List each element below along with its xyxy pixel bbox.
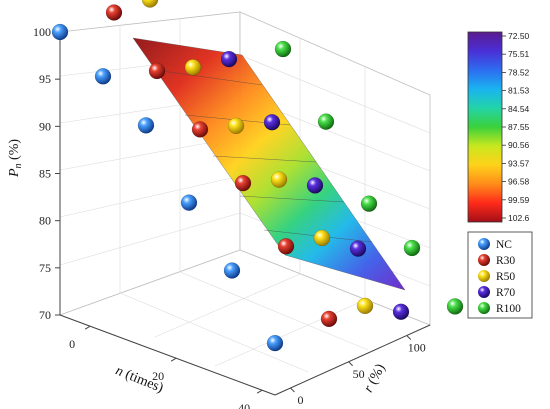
data-point-nc (137, 117, 155, 134)
fitted-surface (132, 37, 406, 291)
colorbar-tick-label: 84.54 (508, 104, 530, 114)
data-point-r100 (446, 298, 464, 315)
y-tick-label: 95 (39, 72, 51, 86)
data-point-nc (266, 334, 284, 352)
z-tick-label: 0 (298, 393, 304, 407)
data-point-r100 (360, 195, 378, 212)
data-point-r100 (274, 40, 292, 58)
legend-label-nc: NC (496, 239, 512, 251)
data-point-r50 (227, 117, 245, 135)
data-point-r30 (148, 62, 166, 80)
data-point-r100 (403, 239, 421, 257)
colorbar-tick-label: 93.57 (508, 158, 530, 168)
legend-label-r70: R70 (496, 287, 515, 299)
z-tick-label: 50 (353, 367, 365, 381)
colorbar-tick-label: 96.58 (508, 177, 530, 187)
legend-marker-r30 (478, 254, 490, 266)
data-point-r50 (141, 0, 159, 8)
data-point-nc (223, 262, 241, 279)
x-tick-label: 40 (238, 401, 250, 409)
y-tick-label: 100 (33, 25, 51, 39)
y-tick-label: 90 (39, 119, 51, 133)
data-point-r70 (306, 177, 324, 194)
x-tick-mark (170, 357, 177, 362)
data-point-nc (51, 23, 69, 41)
colorbar-tick-label: 81.53 (508, 86, 530, 96)
x-tick-label: 0 (69, 337, 75, 351)
colorbar-tick-label: 78.52 (508, 67, 530, 77)
legend-marker-nc (478, 238, 490, 250)
data-point-r30 (320, 310, 338, 328)
legend-marker-r70 (478, 286, 490, 298)
data-point-r70 (349, 240, 367, 257)
data-point-r50 (184, 59, 202, 76)
colorbar-ticks: 72.50 75.51 78.52 81.53 84.54 87.55 90.56 93.57… (502, 31, 530, 223)
data-point-r30 (105, 4, 123, 21)
colorbar-tick-label: 99.59 (508, 195, 530, 205)
z-axis-label: r (%) (361, 361, 388, 395)
z-tick-label: 100 (408, 341, 426, 355)
x-axis-line (59, 314, 276, 396)
legend-label-r30: R30 (496, 255, 515, 267)
z-axis-ticks: 0 50 100 (290, 335, 426, 407)
colorbar-tick-label: 87.55 (508, 122, 530, 132)
data-point-r50 (313, 229, 331, 247)
y-axis-ticks: 70 75 80 85 90 95 100 (33, 25, 60, 322)
data-point-r70 (220, 50, 238, 68)
colorbar-tick-label: 72.50 (508, 31, 530, 41)
data-point-r30 (234, 174, 252, 192)
z-tick-mark (406, 335, 412, 340)
legend-label-r50: R50 (496, 271, 515, 283)
colorbar-tick-label: 90.56 (508, 140, 530, 150)
data-markers (51, 0, 464, 352)
z-axis-line (274, 324, 431, 396)
legend-label-r100: R100 (496, 303, 521, 315)
colorbar-gradient (467, 31, 503, 223)
x-tick-label: 20 (152, 369, 164, 383)
legend-marker-r100 (478, 302, 490, 314)
data-point-nc (180, 194, 198, 211)
y-tick-label: 85 (39, 167, 51, 181)
data-point-r50 (356, 297, 374, 315)
data-point-r30 (277, 238, 295, 255)
legend-marker-r50 (478, 270, 490, 282)
colorbar-tick-label: 102.6 (508, 213, 530, 223)
x-tick-mark (84, 325, 91, 330)
data-point-nc (94, 68, 112, 85)
legend-items: NC R30 R50 R70 R100 (478, 238, 521, 315)
y-axis-label: Pn (%) (7, 139, 24, 178)
z-tick-mark (348, 361, 353, 367)
colorbar-tick-label: 75.51 (508, 49, 530, 59)
y-tick-label: 80 (39, 214, 51, 228)
colorbar: 72.50 75.51 78.52 81.53 84.54 87.55 90.56 93.57… (467, 31, 530, 223)
data-point-r100 (317, 113, 335, 130)
data-point-r70 (263, 114, 281, 131)
surface-plane (132, 37, 406, 291)
data-point-r30 (191, 121, 209, 138)
x-axis-ticks: 0 20 40 (69, 325, 263, 409)
data-point-r70 (392, 303, 410, 321)
data-point-r50 (270, 171, 288, 188)
legend: NC R30 R50 R70 R100 (467, 231, 533, 319)
z-tick-mark (290, 387, 295, 393)
y-tick-label: 75 (39, 261, 51, 275)
y-tick-label: 70 (39, 308, 51, 322)
x-tick-mark (256, 389, 263, 394)
